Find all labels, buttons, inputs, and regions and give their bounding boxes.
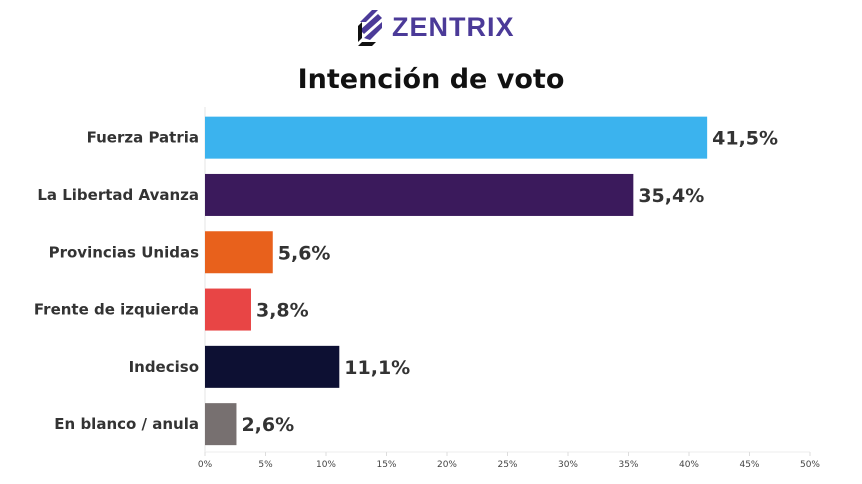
x-tick-label: 35% — [618, 460, 638, 470]
data-label: 2,6% — [241, 414, 294, 436]
x-tick-label: 30% — [558, 460, 578, 470]
x-tick-label: 40% — [679, 460, 699, 470]
category-label: Indeciso — [129, 358, 199, 376]
x-tick-label: 15% — [376, 460, 396, 470]
category-label: Frente de izquierda — [34, 301, 199, 319]
data-label: 5,6% — [278, 242, 331, 264]
category-label: Fuerza Patria — [87, 129, 199, 147]
bar — [205, 173, 634, 216]
bar — [205, 345, 340, 388]
x-tick-label: 20% — [437, 460, 457, 470]
category-label: Provincias Unidas — [49, 243, 199, 261]
category-label: La Libertad Avanza — [37, 186, 199, 204]
zentrix-logo-icon — [358, 10, 382, 46]
data-label: 3,8% — [256, 300, 309, 322]
bar — [205, 231, 273, 274]
data-label: 41,5% — [712, 128, 778, 150]
x-tick-label: 0% — [198, 460, 213, 470]
bar — [205, 403, 237, 446]
data-label: 11,1% — [344, 357, 410, 379]
x-tick-label: 25% — [497, 460, 517, 470]
x-tick-label: 10% — [316, 460, 336, 470]
bar — [205, 288, 251, 331]
data-label: 35,4% — [638, 185, 704, 207]
x-tick-label: 50% — [800, 460, 820, 470]
bar — [205, 116, 708, 159]
category-label: En blanco / anula — [54, 415, 199, 433]
x-tick-label: 5% — [258, 460, 273, 470]
logo-text: ZENTRIX — [392, 11, 515, 42]
chart-title: Intención de voto — [297, 64, 565, 95]
x-tick-label: 45% — [739, 460, 759, 470]
logo: ZENTRIX — [356, 8, 515, 46]
